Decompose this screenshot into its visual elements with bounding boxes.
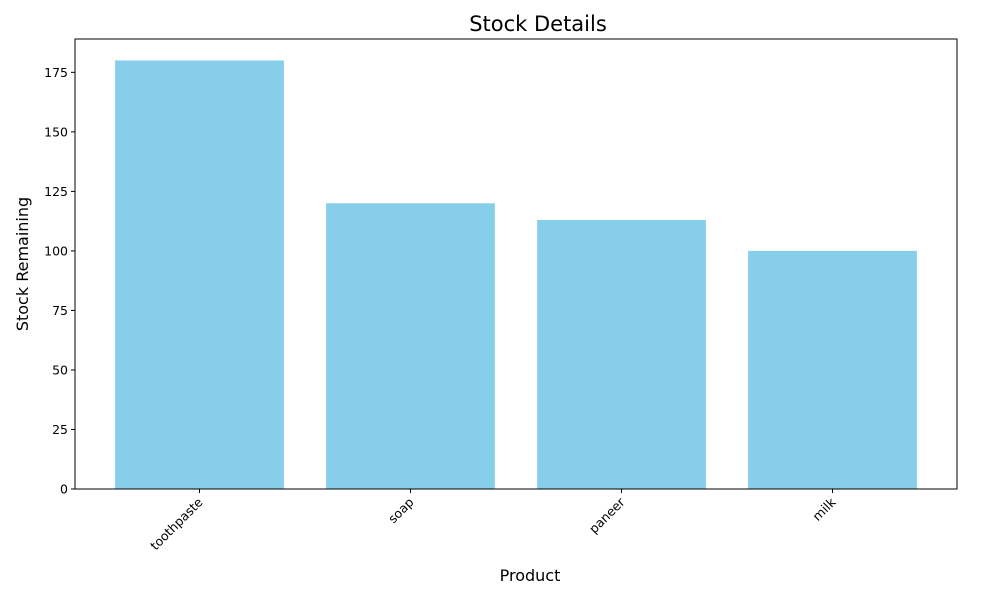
x-tick-label: paneer xyxy=(586,494,628,536)
x-tick-label: toothpaste xyxy=(147,494,206,553)
x-axis: toothpaste soap paneer milk xyxy=(147,489,839,553)
bar-toothpaste xyxy=(115,60,284,490)
y-tick-label: 150 xyxy=(44,124,68,139)
x-axis-label: Product xyxy=(500,566,561,585)
bar-milk xyxy=(748,250,917,489)
y-tick-label: 100 xyxy=(44,243,68,258)
bars-group xyxy=(115,60,917,490)
y-tick-label: 175 xyxy=(44,65,68,80)
y-tick-label: 75 xyxy=(52,303,68,318)
plot-frame xyxy=(74,38,958,490)
x-tick-label: milk xyxy=(809,494,839,524)
y-tick-label: 50 xyxy=(52,362,68,377)
y-tick-label: 125 xyxy=(44,184,68,199)
y-tick-label: 0 xyxy=(60,482,68,497)
bar-paneer xyxy=(537,219,706,489)
y-axis-label: Stock Remaining xyxy=(13,197,32,331)
y-axis: 0 25 50 75 100 125 150 175 xyxy=(44,65,75,497)
bar-soap xyxy=(326,203,495,490)
y-tick-label: 25 xyxy=(52,422,68,437)
x-tick-label: soap xyxy=(385,494,417,526)
chart-title: Stock Details xyxy=(469,12,607,36)
